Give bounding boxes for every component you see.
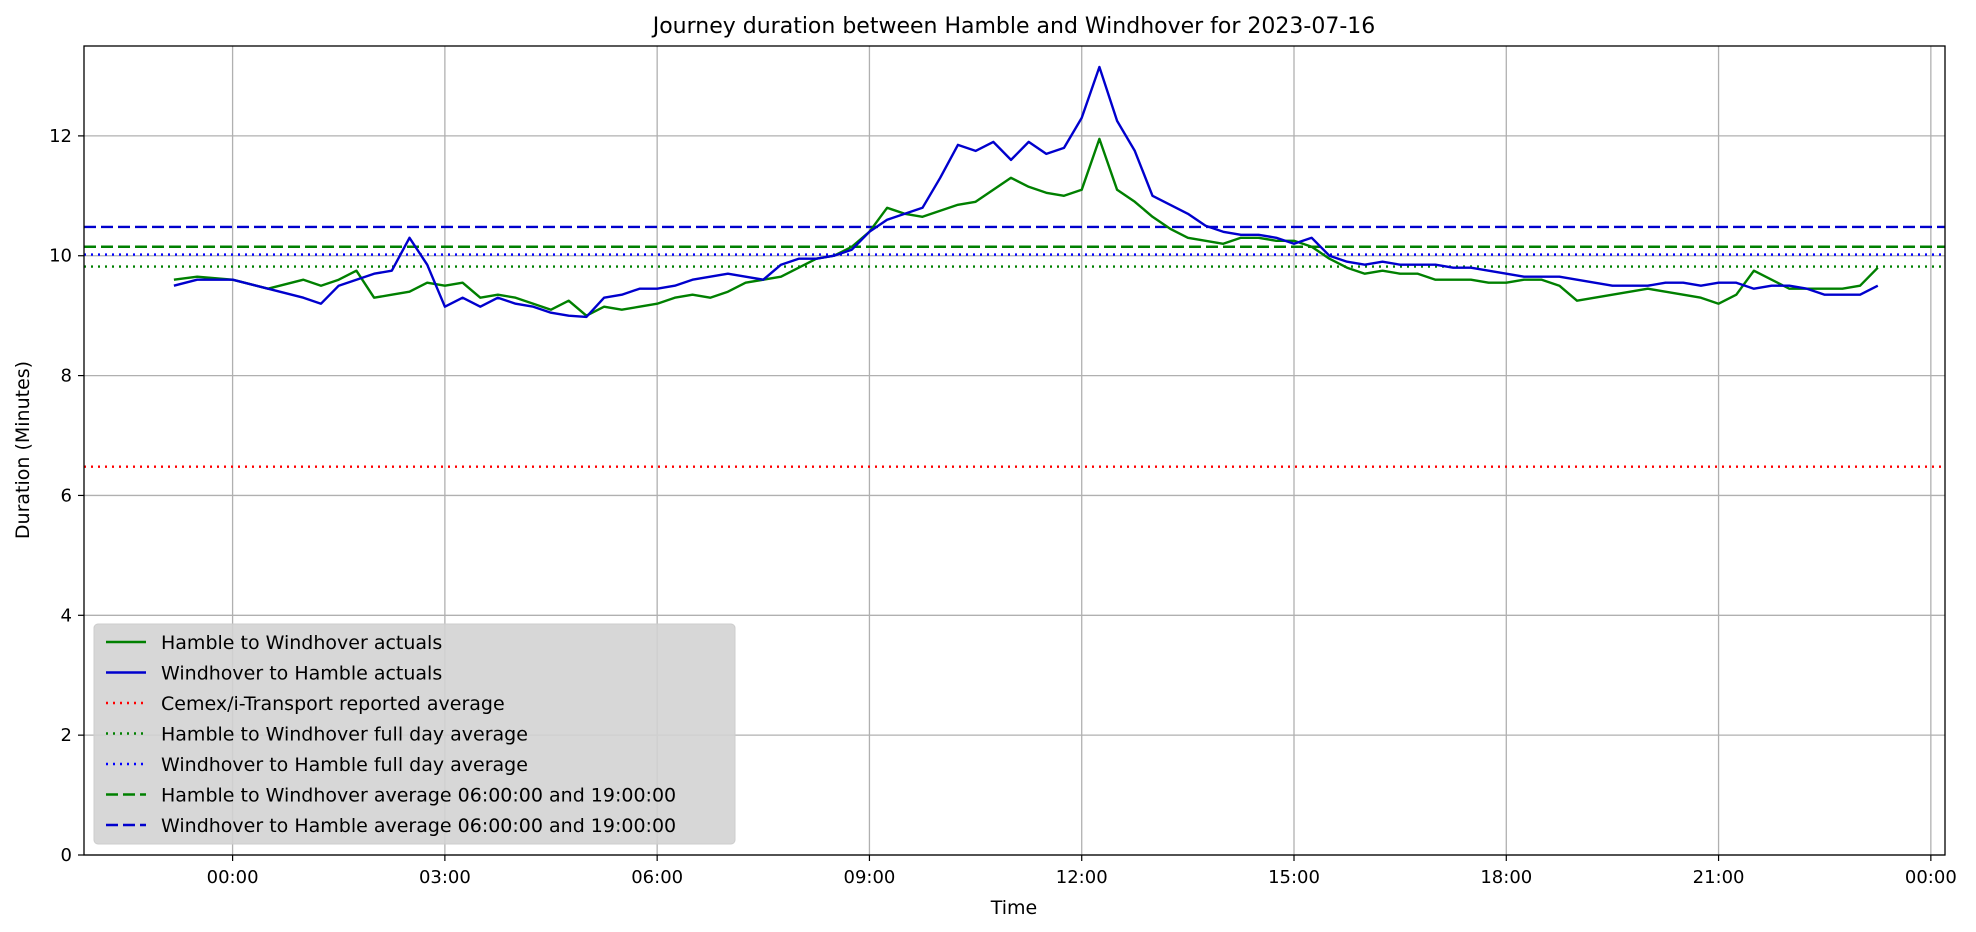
reference-lines: [84, 225, 1945, 468]
series-lines: [173, 65, 1879, 319]
x-tick-label: 18:00: [1480, 867, 1532, 888]
legend-label-4: Windhover to Hamble full day average: [161, 754, 528, 776]
y-tick-label: 6: [61, 485, 72, 506]
y-axis-ticks: 0 2 4 6 8 10 12: [49, 126, 84, 866]
legend-label-3: Hamble to Windhover full day average: [161, 724, 528, 746]
x-tick-label: 12:00: [1056, 867, 1108, 888]
y-tick-label: 2: [61, 725, 72, 746]
legend: Hamble to Windhover actuals Windhover to …: [93, 623, 736, 845]
series-line-1: [173, 65, 1879, 319]
legend-label-5: Hamble to Windhover average 06:00:00 and…: [161, 785, 676, 807]
legend-box: [93, 623, 736, 845]
chart-title: Journey duration between Hamble and Wind…: [651, 14, 1376, 39]
x-axis-ticks: 00:00 03:00 06:00 09:00 12:00 15:00 18:00 21:00…: [207, 855, 1957, 888]
y-tick-label: 0: [61, 845, 72, 866]
y-tick-label: 4: [61, 605, 72, 626]
legend-label-2: Cemex/i-Transport reported average: [161, 693, 505, 715]
x-tick-label: 09:00: [844, 867, 896, 888]
x-tick-label: 00:00: [207, 867, 259, 888]
y-tick-label: 8: [61, 366, 72, 387]
legend-label-1: Windhover to Hamble actuals: [161, 663, 442, 685]
y-axis-label: Duration (Minutes): [12, 361, 34, 539]
x-tick-label: 00:00: [1905, 867, 1957, 888]
series-line-0: [173, 137, 1879, 317]
plot-frame: [83, 45, 1946, 856]
y-tick-label: 12: [49, 126, 72, 147]
legend-label-6: Windhover to Hamble average 06:00:00 and…: [161, 815, 676, 837]
x-tick-label: 21:00: [1693, 867, 1745, 888]
x-tick-label: 03:00: [419, 867, 471, 888]
legend-label-0: Hamble to Windhover actuals: [161, 632, 442, 654]
x-tick-label: 06:00: [631, 867, 683, 888]
x-tick-label: 15:00: [1268, 867, 1320, 888]
x-axis-label: Time: [990, 897, 1038, 919]
y-tick-label: 10: [49, 246, 72, 267]
